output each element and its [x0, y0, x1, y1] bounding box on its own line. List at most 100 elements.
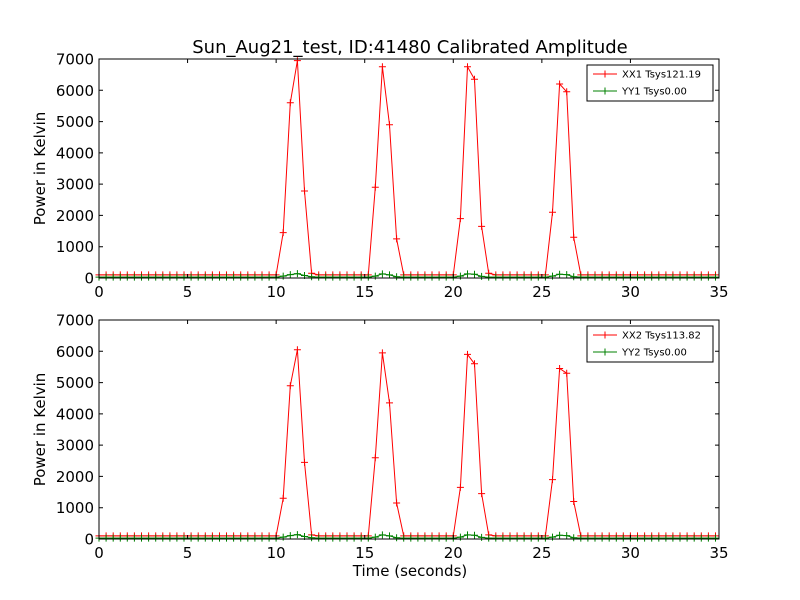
data-point: [138, 534, 145, 542]
data-point: [634, 273, 641, 281]
y-axis-label: Power in Kelvin: [31, 373, 49, 487]
data-point: [464, 350, 471, 358]
data-point: [308, 534, 316, 542]
x-tick-label: 0: [94, 283, 104, 301]
data-point: [541, 273, 549, 281]
data-point: [414, 273, 422, 281]
data-point: [102, 273, 110, 281]
data-point: [534, 534, 542, 542]
data-point: [556, 270, 564, 278]
legend-entry: XX1 Tsys121.19: [622, 70, 701, 81]
y-tick-label: 2000: [56, 468, 94, 486]
data-point: [279, 272, 287, 280]
data-point: [102, 534, 110, 542]
x-tick-label: 5: [183, 283, 193, 301]
data-point: [683, 534, 691, 542]
data-point: [634, 534, 641, 542]
series-line-2: [99, 534, 716, 539]
data-point: [194, 534, 202, 542]
data-point: [697, 273, 705, 281]
y-tick-label: 3000: [56, 437, 94, 455]
data-point: [478, 533, 486, 541]
data-point: [407, 273, 415, 281]
data-point: [286, 532, 294, 540]
data-point: [541, 534, 549, 542]
data-point: [492, 273, 500, 281]
y-tick-label: 7000: [56, 312, 94, 330]
legend-entry: XX2 Tsys113.82: [622, 331, 701, 342]
data-point: [145, 273, 153, 281]
data-point: [123, 273, 131, 281]
data-point: [641, 273, 649, 281]
data-point: [506, 273, 514, 281]
data-point: [428, 273, 436, 281]
data-point: [549, 533, 556, 541]
bottom-panel: 0 5 10 15 20 25 30 35 0 1000 2000 3000 4000 5000 6000 7…: [31, 312, 729, 563]
data-point: [712, 273, 719, 281]
data-point: [584, 534, 592, 542]
data-point: [315, 534, 323, 542]
data-point: [499, 273, 507, 281]
data-point: [697, 534, 705, 542]
data-point: [109, 534, 117, 542]
data-point: [187, 534, 195, 542]
data-point: [329, 273, 337, 281]
x-tick-label: 35: [709, 544, 728, 562]
data-point: [584, 273, 592, 281]
y-tick-label: 7000: [56, 51, 94, 69]
data-point: [534, 273, 542, 281]
data-point: [619, 534, 627, 542]
data-point: [641, 534, 649, 542]
y-tick-label: 4000: [56, 405, 94, 423]
data-point: [421, 273, 429, 281]
data-point: [407, 534, 415, 542]
data-point: [138, 273, 145, 281]
legend-swatch: [593, 87, 617, 95]
data-point: [244, 534, 252, 542]
data-point: [549, 476, 556, 484]
data-point: [442, 534, 450, 542]
data-point: [322, 273, 330, 281]
data-point: [428, 534, 436, 542]
data-point: [208, 534, 216, 542]
data-point: [152, 534, 160, 542]
data-point: [343, 273, 351, 281]
data-point: [669, 534, 677, 542]
data-point: [478, 222, 486, 230]
data-point: [258, 534, 266, 542]
data-point: [223, 273, 230, 281]
data-point: [173, 534, 181, 542]
data-point: [279, 229, 287, 237]
data-point: [612, 273, 620, 281]
data-point: [563, 88, 571, 96]
data-point: [570, 233, 578, 241]
y-axis-label: Power in Kelvin: [31, 112, 49, 226]
data-point: [386, 399, 393, 407]
data-point: [180, 534, 188, 542]
data-point: [598, 534, 606, 542]
series-line-2: [99, 273, 716, 278]
data-point: [485, 273, 493, 281]
data-point: [421, 534, 429, 542]
data-point: [371, 533, 379, 541]
data-point: [577, 273, 585, 281]
data-point: [230, 273, 238, 281]
data-point: [456, 533, 464, 541]
y-tick-label: 5000: [56, 113, 94, 131]
y-tick-label: 1000: [56, 238, 94, 256]
data-point: [393, 499, 401, 507]
data-point: [180, 273, 188, 281]
data-point: [662, 273, 670, 281]
y-tick-label: 6000: [56, 343, 94, 361]
data-point: [109, 273, 117, 281]
data-point: [556, 80, 564, 88]
data-point: [173, 273, 181, 281]
data-point: [612, 534, 620, 542]
series-line-1: [99, 349, 716, 537]
data-point: [563, 369, 571, 377]
data-point: [159, 273, 167, 281]
data-point: [598, 273, 606, 281]
data-point: [286, 99, 294, 107]
data-point: [662, 534, 670, 542]
data-point: [378, 270, 386, 278]
